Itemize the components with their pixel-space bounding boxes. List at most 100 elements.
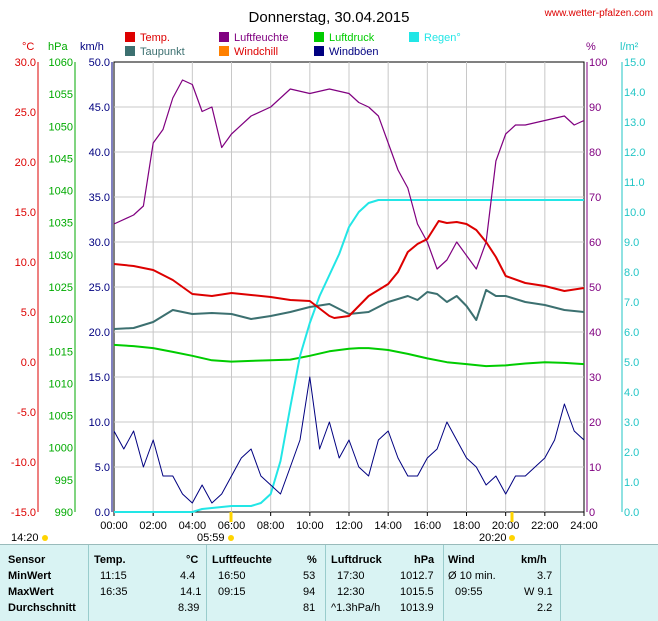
series-lines	[113, 79, 585, 513]
legend-swatch-rain	[409, 32, 419, 42]
stats-temp-time: 11:15	[100, 570, 127, 582]
y-tick-label-pressure: 1005	[49, 411, 73, 423]
y-tick-label-temp: 15.0	[15, 207, 36, 219]
x-tick-label: 08:00	[257, 520, 285, 532]
x-tick-label: 00:00	[100, 520, 128, 532]
x-tick-label: 18:00	[453, 520, 481, 532]
statistics-table: Sensor Temp. °C Luftfeuchte % Luftdruck …	[0, 544, 658, 621]
x-axis: 00:00 02:00 04:00 06:00 08:00 10:00 12:00 14:00…	[100, 512, 598, 532]
y-tick-label-humidity: 100	[589, 57, 607, 69]
stats-press-value: 1012.7	[400, 570, 434, 582]
y-tick-label-humidity: 90	[589, 102, 601, 114]
legend-swatch-gust	[314, 46, 324, 56]
stats-wind-time: 09:55	[455, 586, 483, 598]
legend-swatch-temp	[125, 32, 135, 42]
y-tick-label-rain: 14.0	[624, 87, 645, 99]
axis-unit-humidity: %	[586, 41, 596, 53]
x-tick-label: 20:00	[492, 520, 520, 532]
y-tick-label-temp: 25.0	[15, 107, 36, 119]
stats-hum-value: 53	[303, 570, 316, 582]
y-tick-label-rain: 3.0	[624, 417, 639, 429]
y-tick-label-pressure: 990	[55, 507, 73, 519]
y-tick-label-wind: 30.0	[89, 237, 110, 249]
y-tick-label-rain: 1.0	[624, 477, 639, 489]
series-line-taupunkt	[113, 289, 585, 330]
x-tick-label: 12:00	[335, 520, 363, 532]
weather-chart: Donnerstag, 30.04.2015 www.wetter-pfalze…	[11, 8, 653, 544]
y-tick-label-humidity: 50	[589, 282, 601, 294]
stats-row-label: MinWert	[8, 570, 52, 582]
stats-row-label: MaxWert	[8, 586, 54, 598]
y-tick-label-rain: 2.0	[624, 447, 639, 459]
stats-press-time: 12:30	[337, 586, 365, 598]
y-tick-label-rain: 4.0	[624, 387, 639, 399]
y-tick-label-rain: 13.0	[624, 117, 645, 129]
y-tick-label-humidity: 70	[589, 192, 601, 204]
stats-hum-time: 16:50	[218, 570, 246, 582]
y-tick-label-rain: 10.0	[624, 207, 645, 219]
y-tick-label-temp: 10.0	[15, 257, 36, 269]
axis-unit-rain: l/m²	[620, 41, 639, 53]
x-tick-label: 04:00	[179, 520, 207, 532]
y-axes: 30.0 25.0 20.0 15.0 10.0 5.0 0.0 -5.0 -10.0 -15.0…	[11, 57, 646, 519]
y-tick-label-pressure: 1010	[49, 378, 73, 390]
y-tick-label-pressure: 1000	[49, 443, 73, 455]
y-tick-label-humidity: 80	[589, 147, 601, 159]
stats-press-time: 17:30	[337, 570, 365, 582]
y-tick-label-temp: 0.0	[21, 357, 36, 369]
y-tick-label-pressure: 1030	[49, 250, 73, 262]
stats-header-pressure: Luftdruck	[331, 554, 382, 566]
stats-header-wind-unit: km/h	[521, 554, 547, 566]
y-tick-label-pressure: 1020	[49, 314, 73, 326]
y-tick-label-temp: -15.0	[11, 507, 36, 519]
chart-title: Donnerstag, 30.04.2015	[249, 9, 410, 26]
divider	[443, 545, 444, 621]
y-tick-label-wind: 20.0	[89, 327, 110, 339]
series-line-windben	[113, 376, 585, 504]
axis-unit-pressure: hPa	[48, 41, 68, 53]
sunset-label: 20:20	[479, 532, 507, 544]
y-tick-label-humidity: 30	[589, 372, 601, 384]
y-tick-label-wind: 50.0	[89, 57, 110, 69]
stats-header-humidity-unit: %	[307, 554, 317, 566]
stats-header-temp: Temp.	[94, 554, 126, 566]
x-tick-label: 16:00	[414, 520, 442, 532]
y-tick-label-rain: 15.0	[624, 57, 645, 69]
y-tick-label-wind: 15.0	[89, 372, 110, 384]
stats-wind-value: W 9.1	[524, 586, 553, 598]
legend-label-humidity: Luftfeuchte	[234, 32, 288, 44]
stats-hum-value: 94	[303, 586, 316, 598]
legend-swatch-windchill	[219, 46, 229, 56]
series-line-luftfeuchte	[113, 79, 585, 270]
stats-row-label: Durchschnitt	[8, 602, 76, 614]
x-tick-label: 10:00	[296, 520, 324, 532]
y-tick-label-humidity: 20	[589, 417, 601, 429]
y-tick-label-pressure: 1025	[49, 282, 73, 294]
sunrise-icon	[228, 535, 234, 541]
y-tick-label-rain: 9.0	[624, 237, 639, 249]
series-line-temp	[113, 220, 585, 319]
stats-header-humidity: Luftfeuchte	[212, 554, 272, 566]
y-tick-label-rain: 5.0	[624, 357, 639, 369]
y-tick-label-pressure: 1035	[49, 218, 73, 230]
sunrise-label: 05:59	[197, 532, 225, 544]
divider	[560, 545, 561, 621]
legend-label-pressure: Luftdruck	[329, 32, 375, 44]
stats-header-wind: Wind	[448, 554, 475, 566]
y-tick-label-temp: 30.0	[15, 57, 36, 69]
legend-label-rain: Regen°	[424, 32, 461, 44]
daylight-start-icon	[42, 535, 48, 541]
y-tick-label-wind: 10.0	[89, 417, 110, 429]
stats-wind-value: 3.7	[537, 570, 553, 582]
x-tick-label: 24:00	[570, 520, 598, 532]
y-tick-label-pressure: 1050	[49, 121, 73, 133]
grid	[114, 62, 584, 512]
y-tick-label-humidity: 60	[589, 237, 601, 249]
source-link[interactable]: www.wetter-pfalzen.com	[544, 8, 653, 19]
daylight-start-label: 14:20	[11, 532, 39, 544]
y-tick-label-rain: 0.0	[624, 507, 639, 519]
stats-press-value: 1015.5	[400, 586, 434, 598]
x-tick-label: 06:00	[218, 520, 246, 532]
legend-swatch-pressure	[314, 32, 324, 42]
y-tick-label-pressure: 1045	[49, 153, 73, 165]
